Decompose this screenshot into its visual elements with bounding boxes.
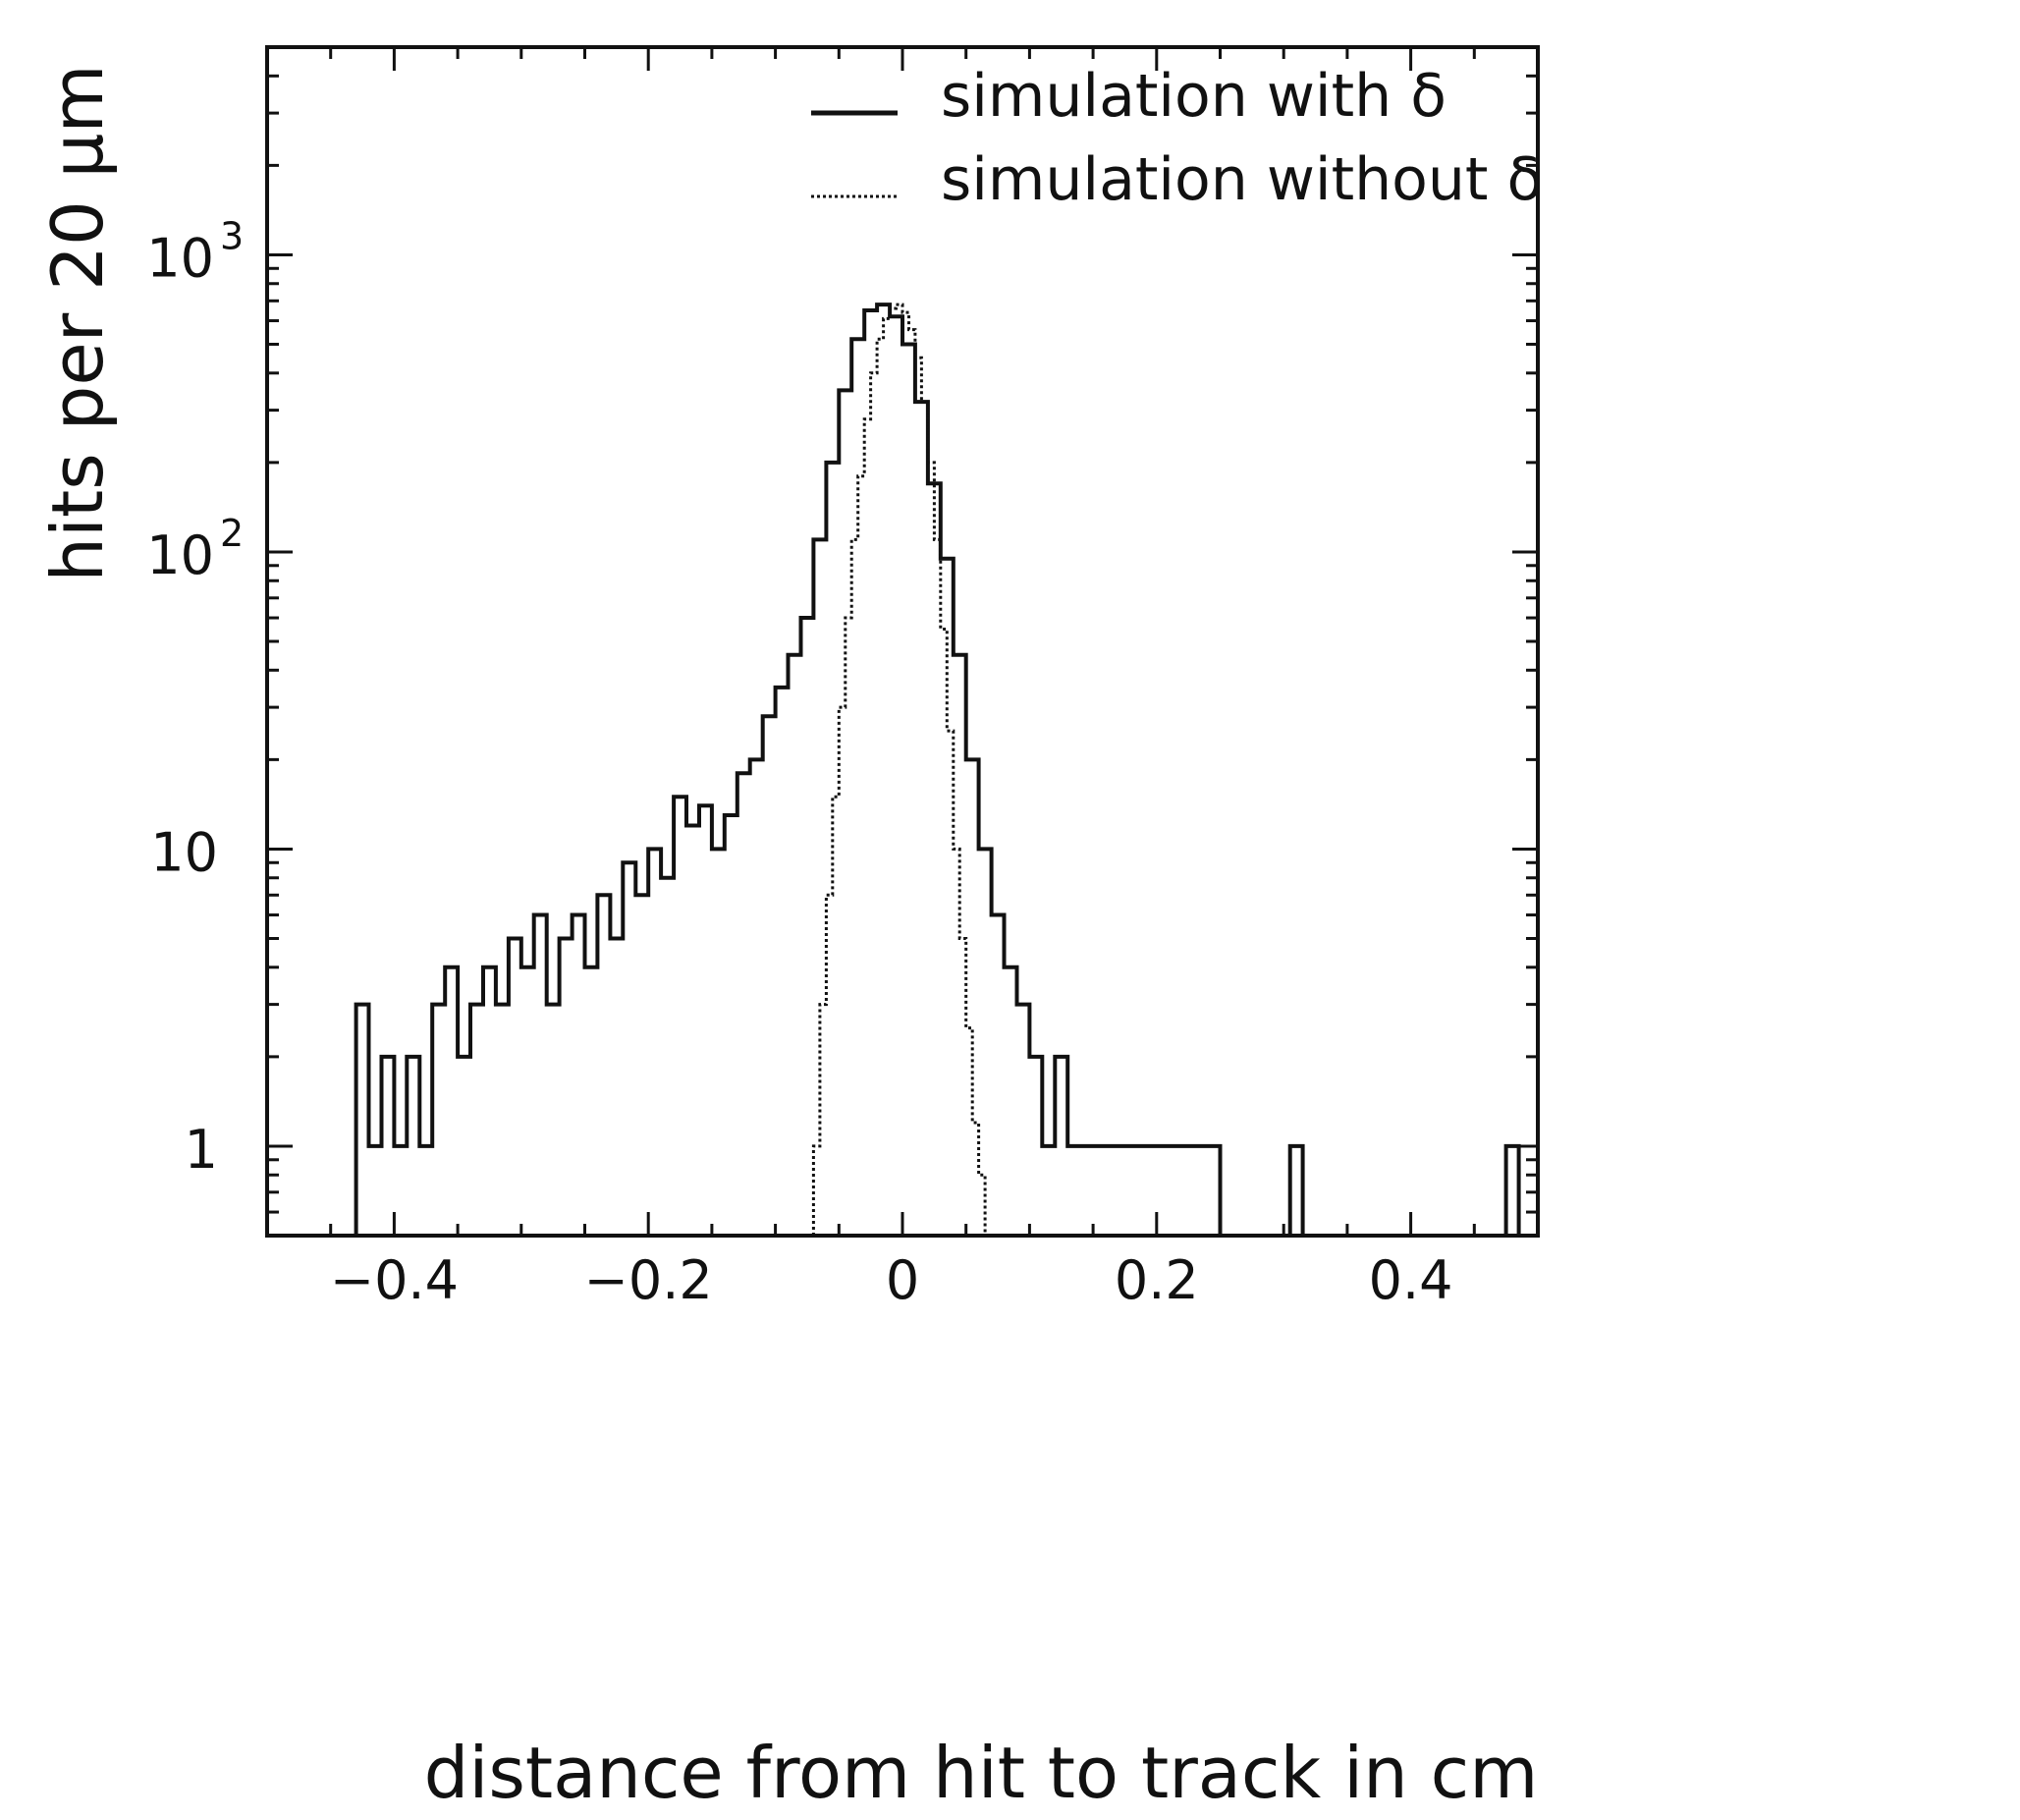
x-tick-label: 0 [886,1249,919,1311]
y-tick-exponent: 3 [220,214,244,257]
y-axis-label: hits per 20 μm [36,64,119,581]
x-tick-label: −0.2 [584,1249,713,1311]
x-tick-label: −0.4 [330,1249,459,1311]
y-tick-label: 1 [185,1119,218,1181]
ticks-layer [265,45,1540,1238]
plot-series [354,303,1521,1238]
y-tick-exponent: 2 [220,512,244,555]
x-axis-label: distance from hit to track in cm [424,1732,1539,1814]
series-1-histogram [811,303,992,1238]
series-0-histogram [354,303,1521,1236]
legend-entry-with-delta: simulation with δ [941,62,1447,131]
legend-entry-without-delta: simulation without δ [941,145,1543,214]
y-tick-label: 10 [146,227,214,289]
legend: simulation with δ simulation without δ [811,62,1543,214]
x-tick-label: 0.4 [1369,1249,1453,1311]
y-tick-label: 10 [146,524,214,586]
y-tick-label: 10 [150,821,218,883]
x-tick-label: 0.2 [1115,1249,1199,1311]
